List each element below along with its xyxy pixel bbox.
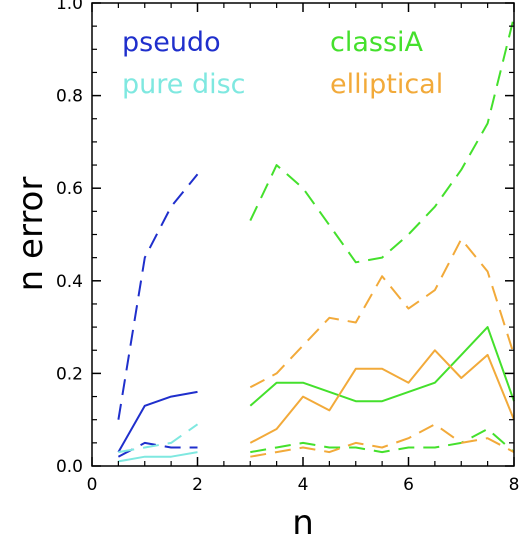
y-tick-label: 0.6 xyxy=(56,179,83,199)
series-line-1 xyxy=(117,390,198,453)
legend: pseudo pure disc classiA elliptical xyxy=(122,27,443,100)
x-tick-label: 6 xyxy=(403,475,414,495)
series-line-9 xyxy=(249,349,515,444)
legend-entry-2: classiA xyxy=(330,27,424,58)
x-tick-label: 4 xyxy=(298,475,309,495)
series-line-5 xyxy=(249,16,515,264)
series-line-10 xyxy=(250,423,515,458)
y-axis-title: n error xyxy=(11,177,51,292)
y-tick-label: 0.8 xyxy=(56,87,83,107)
y-tick-label: 1.0 xyxy=(56,0,83,14)
y-tick-label: 0.0 xyxy=(56,457,83,477)
series-line-6 xyxy=(249,326,515,407)
legend-entry-1: pure disc xyxy=(122,69,246,100)
series-line-7 xyxy=(250,428,515,454)
x-tick-label: 2 xyxy=(192,475,203,495)
legend-entry-3: elliptical xyxy=(330,69,443,100)
x-axis-title: n xyxy=(292,503,314,539)
x-tick-label: 0 xyxy=(87,475,98,495)
series-line-8 xyxy=(249,238,515,389)
tick-labels: 0 2 4 6 8 0.0 0.2 0.4 0.6 0.8 1.0 xyxy=(56,0,519,495)
axis-ticks xyxy=(91,2,515,467)
y-tick-label: 0.2 xyxy=(56,364,83,384)
legend-entry-0: pseudo xyxy=(122,27,221,58)
series-line-0 xyxy=(117,173,199,420)
series-line-4 xyxy=(118,451,198,463)
series-line-3 xyxy=(118,423,199,454)
plot-lines xyxy=(117,16,515,463)
y-tick-label: 0.4 xyxy=(56,272,83,292)
x-tick-label: 8 xyxy=(509,475,520,495)
